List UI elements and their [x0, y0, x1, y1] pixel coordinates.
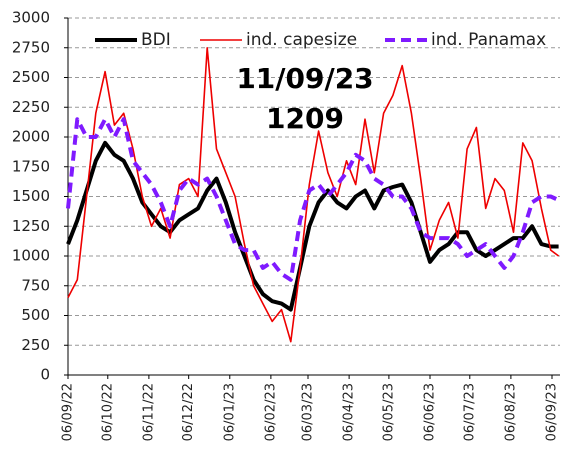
y-tick-label: 500 — [21, 306, 50, 324]
y-tick-label: 3000 — [12, 9, 50, 27]
y-tick-label: 0 — [40, 366, 50, 384]
x-tick-label: 06/03/23 — [301, 383, 316, 441]
legend-label: BDI — [141, 30, 171, 50]
y-tick-label: 2000 — [12, 128, 50, 146]
annotation: 11/09/23 — [236, 62, 373, 95]
x-tick-label: 06/06/23 — [423, 383, 438, 441]
x-tick-label: 06/08/23 — [503, 383, 518, 441]
x-tick-label: 06/01/23 — [222, 383, 237, 441]
series-line — [67, 46, 560, 343]
y-tick-label: 2250 — [12, 98, 50, 116]
y-tick-label: 2750 — [12, 38, 50, 56]
x-tick-label: 06/11/22 — [141, 383, 156, 441]
x-tick-label: 06/12/22 — [181, 383, 196, 441]
series-line — [66, 117, 560, 282]
plot: 0 250 500 750 1000 1250 1500 1750 2000 2250 2500 27… — [12, 9, 560, 441]
y-tick-label: 250 — [21, 336, 50, 354]
series-line — [66, 140, 559, 312]
legend-label: ind. capesize — [246, 30, 357, 50]
x-tick-label: 06/10/22 — [100, 383, 115, 441]
x-tick-label: 06/04/23 — [342, 383, 357, 441]
y-tick-label: 2500 — [12, 68, 50, 86]
x-tick-label: 06/07/23 — [462, 383, 477, 441]
y-tick-label: 1500 — [12, 187, 50, 205]
annotation: 1209 — [266, 102, 344, 135]
y-tick-label: 1250 — [12, 217, 50, 235]
x-tick-label: 06/05/23 — [381, 383, 396, 441]
x-tick-label: 06/09/22 — [61, 383, 76, 441]
y-tick-label: 1750 — [12, 157, 50, 175]
x-tick-label: 06/09/23 — [545, 383, 560, 441]
y-tick-label: 750 — [21, 276, 50, 294]
y-tick-label: 1000 — [12, 247, 50, 265]
x-tick-label: 06/02/23 — [263, 383, 278, 441]
legend-label: ind. Panamax — [431, 30, 546, 50]
